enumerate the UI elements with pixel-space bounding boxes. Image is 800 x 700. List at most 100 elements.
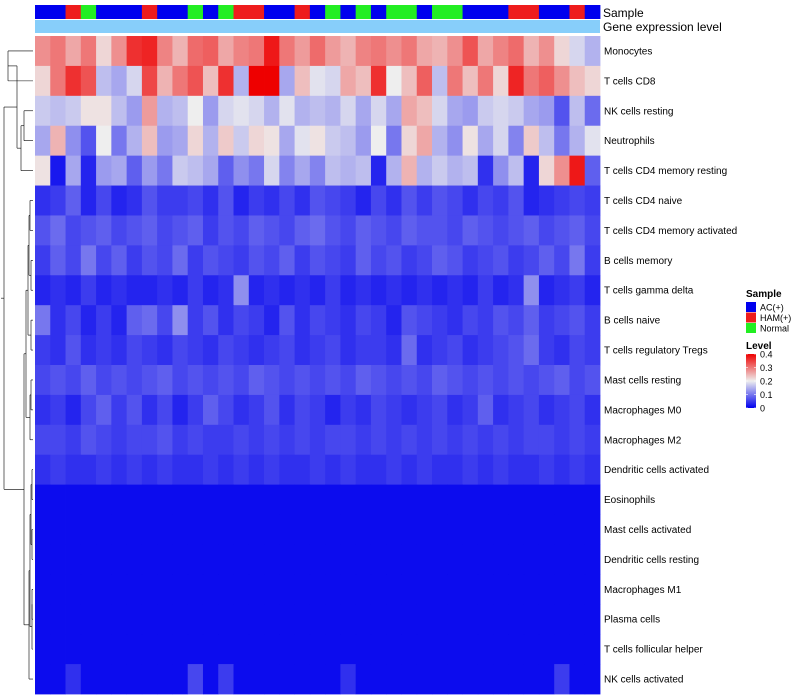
heatmap-cell bbox=[187, 604, 204, 635]
heatmap-cell bbox=[65, 335, 82, 366]
heatmap-cell bbox=[432, 215, 448, 246]
heatmap-cell bbox=[554, 544, 570, 575]
heatmap-cell bbox=[126, 514, 143, 545]
heatmap-cell bbox=[279, 275, 295, 306]
heatmap-cell bbox=[264, 275, 280, 306]
heatmap-cell bbox=[538, 574, 555, 605]
heatmap-cell bbox=[462, 36, 479, 67]
heatmap-cell bbox=[432, 95, 448, 127]
heatmap-cell bbox=[447, 365, 463, 396]
heatmap-cell bbox=[523, 544, 540, 575]
heatmap-cell bbox=[355, 604, 372, 635]
sample-cell bbox=[432, 5, 448, 19]
heatmap-cell bbox=[325, 215, 341, 246]
heatmap-cell bbox=[279, 424, 295, 456]
heatmap-cell bbox=[447, 95, 463, 127]
heatmap-cell bbox=[126, 155, 143, 186]
heatmap-cell bbox=[141, 185, 158, 216]
heatmap-cell bbox=[141, 664, 158, 695]
heatmap-cell bbox=[172, 394, 189, 426]
heatmap-cell bbox=[309, 95, 326, 127]
heatmap-cell bbox=[187, 544, 204, 575]
heatmap-cell bbox=[264, 36, 280, 67]
heatmap-cell bbox=[508, 125, 525, 157]
heatmap-cell bbox=[477, 335, 494, 366]
heatmap-cell bbox=[538, 275, 555, 306]
heatmap-cell bbox=[462, 185, 479, 216]
heatmap-cell bbox=[248, 245, 265, 276]
heatmap-cell bbox=[218, 335, 234, 366]
heatmap-cell bbox=[126, 394, 143, 426]
heatmap-cell bbox=[126, 634, 143, 665]
heatmap-cell bbox=[248, 36, 265, 67]
heatmap-cell bbox=[248, 604, 265, 635]
heatmap-cell bbox=[569, 604, 586, 635]
heatmap-cell bbox=[233, 574, 250, 605]
sample-annotation-track bbox=[35, 5, 601, 19]
heatmap-cell bbox=[96, 335, 112, 366]
heatmap-cell bbox=[202, 365, 219, 396]
heatmap-cell bbox=[416, 544, 433, 575]
heatmap-cell bbox=[569, 335, 586, 366]
heatmap-cell bbox=[477, 95, 494, 127]
heatmap-cell bbox=[493, 36, 509, 67]
heatmap-cell bbox=[264, 604, 280, 635]
heatmap-cell bbox=[50, 574, 66, 605]
heatmap-cell bbox=[523, 514, 540, 545]
heatmap-cell bbox=[325, 245, 341, 276]
heatmap-cell bbox=[432, 185, 448, 216]
heatmap-cell bbox=[202, 454, 219, 486]
row-label: Mast cells activated bbox=[604, 525, 691, 536]
heatmap-cell bbox=[370, 305, 387, 336]
heatmap-cell bbox=[554, 95, 570, 127]
heatmap-cell bbox=[35, 394, 51, 426]
heatmap-cell bbox=[96, 185, 112, 216]
heatmap-cell bbox=[96, 365, 112, 396]
heatmap-cell bbox=[218, 424, 234, 456]
heatmap-cell bbox=[477, 454, 494, 486]
heatmap-cell bbox=[523, 125, 540, 157]
heatmap-cell bbox=[50, 305, 66, 336]
heatmap-cell bbox=[126, 275, 143, 306]
heatmap-cell bbox=[202, 544, 219, 575]
heatmap-cell bbox=[279, 215, 295, 246]
heatmap-cell bbox=[370, 125, 387, 157]
sample-cell bbox=[370, 5, 387, 19]
heatmap-cell bbox=[508, 484, 525, 515]
heatmap-cell bbox=[340, 245, 357, 276]
heatmap-cell bbox=[309, 394, 326, 426]
heatmap-cell bbox=[325, 125, 341, 157]
heatmap-cell bbox=[432, 125, 448, 157]
heatmap-cell bbox=[187, 514, 204, 545]
heatmap-cell bbox=[554, 275, 570, 306]
heatmap-cell bbox=[157, 394, 173, 426]
heatmap-cell bbox=[416, 454, 433, 486]
heatmap-cell bbox=[538, 664, 555, 695]
heatmap-cell bbox=[157, 365, 173, 396]
heatmap-cell bbox=[340, 365, 357, 396]
heatmap-cell bbox=[172, 335, 189, 366]
heatmap-cell bbox=[584, 185, 601, 216]
heatmap-cell bbox=[80, 275, 97, 306]
heatmap-cell bbox=[325, 604, 341, 635]
heatmap-cell bbox=[309, 424, 326, 456]
heatmap-cell bbox=[157, 604, 173, 635]
heatmap-cell bbox=[462, 215, 479, 246]
heatmap-cell bbox=[370, 664, 387, 695]
heatmap-cell bbox=[202, 634, 219, 665]
heatmap-cell bbox=[386, 215, 402, 246]
heatmap-cell bbox=[462, 305, 479, 336]
heatmap-cell bbox=[386, 335, 402, 366]
heatmap-cell bbox=[187, 36, 204, 67]
heatmap-cell bbox=[477, 574, 494, 605]
heatmap-cell bbox=[141, 125, 158, 157]
heatmap-cell bbox=[111, 155, 128, 186]
heatmap-cell bbox=[477, 514, 494, 545]
heatmap-cell bbox=[248, 634, 265, 665]
heatmap-cell bbox=[111, 185, 128, 216]
legend-tick-label: 0 bbox=[760, 404, 765, 414]
heatmap-cell bbox=[294, 484, 311, 515]
heatmap-cell bbox=[218, 125, 234, 157]
heatmap-cell bbox=[325, 514, 341, 545]
heatmap-cell bbox=[126, 335, 143, 366]
